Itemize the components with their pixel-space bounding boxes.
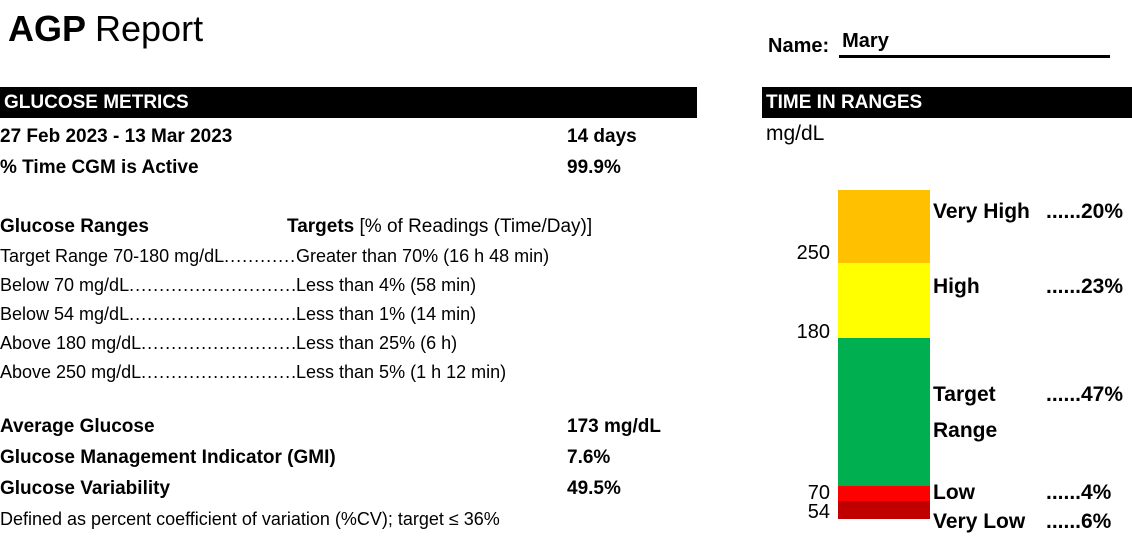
legend-high-pct: ......23% [1046, 275, 1124, 298]
range-target: Greater than 70% (16 h 48 min) [296, 246, 550, 266]
bar-segment-very-low [838, 501, 930, 519]
range-line-below-54: Below 54 mg/dL..........................… [0, 300, 697, 329]
patient-name-label: Name: [768, 35, 830, 57]
range-line-above-180: Above 180 mg/dL.........................… [0, 329, 697, 358]
legend-low-pct: ......4% [1046, 481, 1112, 504]
range-target: Less than 1% (14 min) [296, 304, 477, 324]
range-label: Target Range 70-180 mg/dL [0, 246, 225, 266]
chart-unit-label: mg/dL [766, 122, 825, 145]
glucose-variability-label: Glucose Variability [0, 477, 171, 499]
average-glucose-row: Average Glucose 173 mg/dL [0, 411, 697, 442]
bar-segment-very-high [838, 190, 930, 263]
variability-footnote: Defined as percent coefficient of variat… [0, 508, 500, 529]
gmi-row: Glucose Management Indicator (GMI) 7.6% [0, 442, 697, 473]
leader-dots: ........................................… [141, 362, 296, 382]
axis-tick-180: 180 [796, 321, 830, 343]
glucose-variability-row: Glucose Variability 49.5% [0, 473, 697, 504]
patient-name-field: Name: Mary [768, 30, 1111, 58]
range-line-below-70: Below 70 mg/dL..........................… [0, 271, 697, 300]
legend-very-low-pct: ......6% [1046, 510, 1112, 533]
bar-segment-low [838, 486, 930, 501]
targets-note: [% of Readings (Time/Day)] [354, 215, 593, 237]
bar-segment-high [838, 263, 930, 338]
range-label: Below 54 mg/dL [0, 304, 130, 324]
gmi-label: Glucose Management Indicator (GMI) [0, 446, 336, 468]
ranges-col1-header: Glucose Ranges [0, 215, 149, 237]
ranges-col2-header: Targets [% of Readings (Time/Day)] [287, 216, 592, 238]
summary-stats-section: Average Glucose 173 mg/dL Glucose Manage… [0, 411, 697, 534]
ranges-header-row: Glucose Ranges Targets [% of Readings (T… [0, 211, 697, 242]
bar-segment-target [838, 338, 930, 486]
date-range-row: 27 Feb 2023 - 13 Mar 2023 14 days [0, 121, 697, 152]
glucose-ranges-section: Glucose Ranges Targets [% of Readings (T… [0, 211, 697, 387]
cgm-active-value: 99.9% [567, 156, 621, 178]
range-label: Above 250 mg/dL [0, 362, 142, 382]
page-title-bold: AGP [8, 8, 87, 49]
axis-tick-70: 70 [807, 482, 830, 504]
date-range-label: 27 Feb 2023 - 13 Mar 2023 [0, 125, 233, 147]
legend-target-line2: Range [933, 419, 998, 442]
legend-target-pct: ......47% [1046, 383, 1124, 406]
time-in-ranges-header: TIME IN RANGES [762, 87, 1132, 118]
legend-high: High [933, 275, 980, 298]
glucose-variability-value: 49.5% [567, 477, 621, 499]
legend-target-line1: Target [933, 383, 996, 406]
legend-very-high: Very High [933, 200, 1030, 223]
average-glucose-label: Average Glucose [0, 415, 155, 437]
date-range-value: 14 days [567, 125, 637, 147]
legend-very-low: Very Low [933, 510, 1026, 533]
cgm-active-row: % Time CGM is Active 99.9% [0, 152, 697, 183]
leader-dots: ........................................… [224, 246, 296, 266]
axis-tick-250: 250 [796, 242, 830, 264]
gmi-value: 7.6% [567, 446, 611, 468]
leader-dots: ........................................… [141, 333, 296, 353]
axis-tick-54: 54 [807, 501, 830, 523]
legend-low: Low [933, 481, 975, 504]
cgm-active-label: % Time CGM is Active [0, 156, 199, 178]
range-target: Less than 25% (6 h) [296, 333, 458, 353]
leader-dots: ........................................… [129, 275, 296, 295]
leader-dots: ........................................… [129, 304, 296, 324]
page-title: AGP Report [8, 8, 203, 50]
glucose-metrics-panel: 27 Feb 2023 - 13 Mar 2023 14 days % Time… [0, 121, 697, 534]
range-line-target: Target Range 70-180 mg/dL...............… [0, 242, 697, 271]
patient-name-value[interactable]: Mary [839, 30, 1111, 58]
range-label: Below 70 mg/dL [0, 275, 130, 295]
glucose-metrics-header: GLUCOSE METRICS [0, 87, 697, 118]
legend-very-high-pct: ......20% [1046, 200, 1124, 223]
range-target: Less than 4% (58 min) [296, 275, 477, 295]
page-title-rest: Report [95, 8, 204, 49]
average-glucose-value: 173 mg/dL [567, 415, 661, 437]
range-target: Less than 5% (1 h 12 min) [296, 362, 507, 382]
range-line-above-250: Above 250 mg/dL.........................… [0, 358, 697, 387]
range-label: Above 180 mg/dL [0, 333, 142, 353]
targets-label: Targets [287, 215, 355, 237]
